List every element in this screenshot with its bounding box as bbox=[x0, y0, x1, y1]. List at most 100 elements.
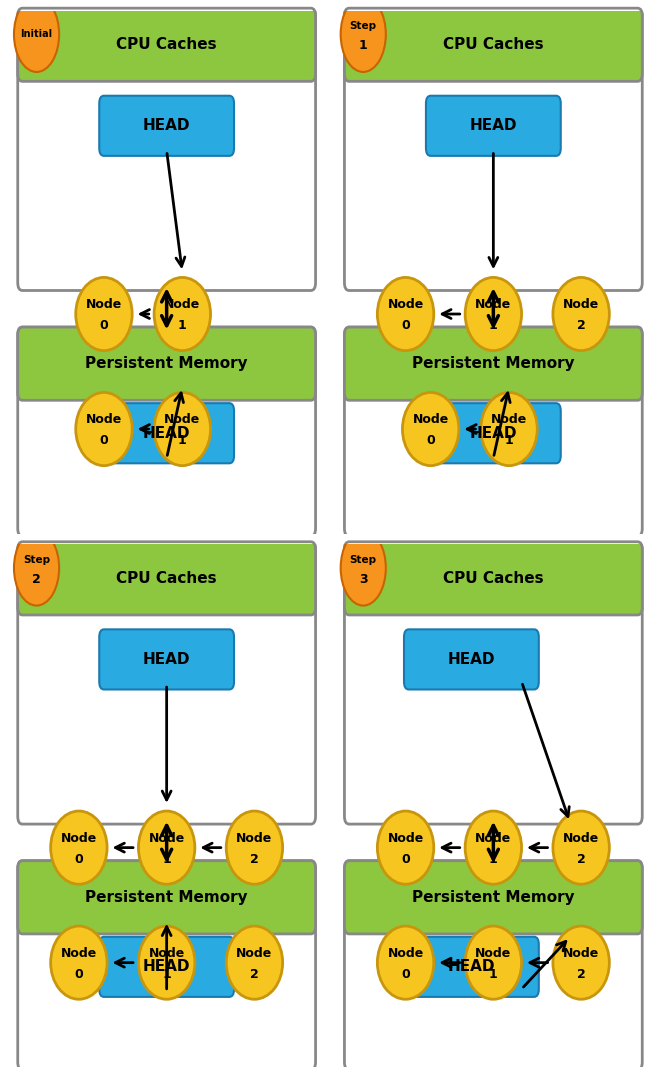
Text: Initial: Initial bbox=[20, 29, 53, 39]
FancyBboxPatch shape bbox=[404, 630, 539, 690]
Text: 0: 0 bbox=[401, 853, 410, 866]
FancyBboxPatch shape bbox=[18, 327, 315, 400]
Text: 3: 3 bbox=[359, 572, 368, 586]
Text: HEAD: HEAD bbox=[143, 959, 190, 975]
Text: Node: Node bbox=[475, 832, 512, 845]
FancyBboxPatch shape bbox=[18, 860, 315, 934]
Text: HEAD: HEAD bbox=[447, 959, 495, 975]
FancyBboxPatch shape bbox=[345, 9, 642, 290]
FancyBboxPatch shape bbox=[345, 327, 642, 400]
Text: 1: 1 bbox=[489, 319, 498, 332]
Text: Node: Node bbox=[563, 832, 599, 845]
FancyBboxPatch shape bbox=[18, 542, 315, 614]
Ellipse shape bbox=[14, 0, 59, 72]
Text: Node: Node bbox=[475, 946, 512, 959]
Text: 2: 2 bbox=[577, 853, 585, 866]
FancyBboxPatch shape bbox=[345, 860, 642, 934]
Text: Persistent Memory: Persistent Memory bbox=[85, 356, 248, 371]
Text: 1: 1 bbox=[489, 968, 498, 981]
Text: Node: Node bbox=[164, 413, 201, 426]
Text: 2: 2 bbox=[577, 968, 585, 981]
Ellipse shape bbox=[465, 277, 521, 350]
Text: Node: Node bbox=[236, 946, 273, 959]
Text: HEAD: HEAD bbox=[143, 652, 190, 667]
FancyBboxPatch shape bbox=[345, 542, 642, 824]
Text: Node: Node bbox=[563, 299, 599, 312]
Text: Node: Node bbox=[148, 946, 185, 959]
Text: Node: Node bbox=[86, 413, 122, 426]
Text: HEAD: HEAD bbox=[470, 119, 517, 134]
FancyBboxPatch shape bbox=[404, 937, 539, 997]
Text: 1: 1 bbox=[162, 853, 171, 866]
Ellipse shape bbox=[553, 811, 609, 884]
Ellipse shape bbox=[14, 530, 59, 606]
Ellipse shape bbox=[226, 926, 282, 999]
FancyBboxPatch shape bbox=[345, 327, 642, 536]
Ellipse shape bbox=[226, 811, 282, 884]
Text: HEAD: HEAD bbox=[143, 119, 190, 134]
Text: Node: Node bbox=[412, 413, 449, 426]
Text: Node: Node bbox=[563, 946, 599, 959]
Text: Persistent Memory: Persistent Memory bbox=[412, 889, 575, 904]
Ellipse shape bbox=[378, 811, 434, 884]
Ellipse shape bbox=[154, 277, 211, 350]
Text: Step: Step bbox=[350, 555, 377, 565]
Text: 1: 1 bbox=[162, 968, 171, 981]
Text: 0: 0 bbox=[401, 968, 410, 981]
Text: CPU Caches: CPU Caches bbox=[443, 38, 544, 52]
Text: 2: 2 bbox=[577, 319, 585, 332]
FancyBboxPatch shape bbox=[18, 542, 315, 824]
FancyBboxPatch shape bbox=[426, 96, 561, 156]
Ellipse shape bbox=[139, 926, 195, 999]
Text: Persistent Memory: Persistent Memory bbox=[412, 356, 575, 371]
Ellipse shape bbox=[465, 926, 521, 999]
Text: Node: Node bbox=[61, 946, 97, 959]
FancyBboxPatch shape bbox=[345, 9, 642, 81]
Text: 1: 1 bbox=[505, 434, 513, 447]
Text: HEAD: HEAD bbox=[447, 652, 495, 667]
Ellipse shape bbox=[378, 926, 434, 999]
Text: CPU Caches: CPU Caches bbox=[443, 571, 544, 585]
Text: Step: Step bbox=[350, 22, 377, 31]
Text: Step: Step bbox=[23, 555, 50, 565]
Text: Node: Node bbox=[164, 299, 201, 312]
Ellipse shape bbox=[341, 0, 386, 72]
FancyBboxPatch shape bbox=[99, 937, 234, 997]
Text: 1: 1 bbox=[489, 853, 498, 866]
FancyBboxPatch shape bbox=[99, 96, 234, 156]
Text: Persistent Memory: Persistent Memory bbox=[85, 889, 248, 904]
FancyBboxPatch shape bbox=[18, 327, 315, 536]
Ellipse shape bbox=[341, 530, 386, 606]
Text: Node: Node bbox=[61, 832, 97, 845]
FancyBboxPatch shape bbox=[18, 9, 315, 81]
Text: 0: 0 bbox=[75, 968, 83, 981]
Text: CPU Caches: CPU Caches bbox=[116, 38, 217, 52]
Ellipse shape bbox=[553, 926, 609, 999]
Ellipse shape bbox=[154, 392, 211, 466]
Text: 0: 0 bbox=[401, 319, 410, 332]
Ellipse shape bbox=[465, 811, 521, 884]
Text: 2: 2 bbox=[250, 968, 259, 981]
Text: 2: 2 bbox=[250, 853, 259, 866]
Text: Node: Node bbox=[387, 299, 424, 312]
Text: 1: 1 bbox=[178, 434, 187, 447]
FancyBboxPatch shape bbox=[99, 630, 234, 690]
Ellipse shape bbox=[51, 926, 107, 999]
FancyBboxPatch shape bbox=[345, 542, 642, 614]
FancyBboxPatch shape bbox=[426, 403, 561, 464]
Text: HEAD: HEAD bbox=[143, 426, 190, 441]
Text: Node: Node bbox=[475, 299, 512, 312]
Text: Node: Node bbox=[148, 832, 185, 845]
Text: Node: Node bbox=[387, 946, 424, 959]
Ellipse shape bbox=[480, 392, 537, 466]
Ellipse shape bbox=[403, 392, 459, 466]
Ellipse shape bbox=[139, 811, 195, 884]
Text: CPU Caches: CPU Caches bbox=[116, 571, 217, 585]
Ellipse shape bbox=[378, 277, 434, 350]
Ellipse shape bbox=[51, 811, 107, 884]
Text: Node: Node bbox=[387, 832, 424, 845]
Text: 0: 0 bbox=[426, 434, 435, 447]
FancyBboxPatch shape bbox=[345, 860, 642, 1069]
Text: Node: Node bbox=[491, 413, 527, 426]
Text: 0: 0 bbox=[75, 853, 83, 866]
